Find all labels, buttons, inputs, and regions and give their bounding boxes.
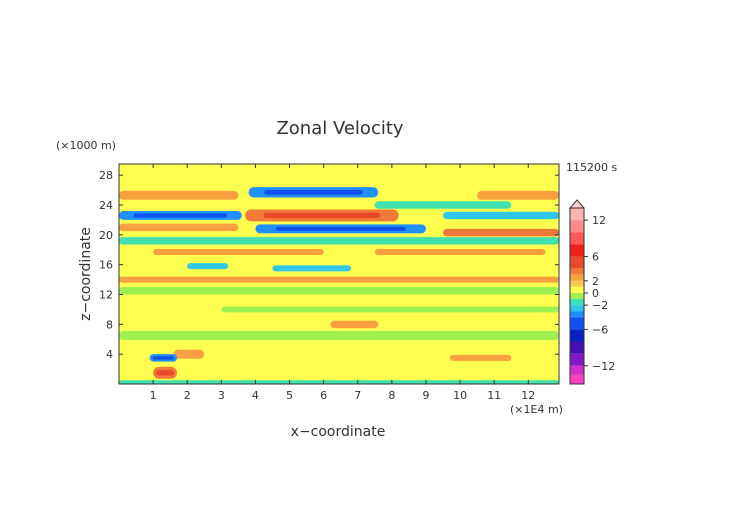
x-tick-label: 4: [252, 389, 259, 402]
velocity-band-core: [263, 212, 381, 219]
velocity-band: [477, 190, 559, 200]
x-tick-label: 2: [184, 389, 191, 402]
velocity-band: [374, 249, 546, 255]
y-tick-label: 8: [106, 318, 113, 331]
velocity-band: [119, 287, 559, 295]
colorbar-segment: [570, 280, 584, 287]
colorbar-segment: [570, 232, 584, 245]
x-tick-label: 12: [521, 389, 535, 402]
x-tick-label: 10: [453, 389, 467, 402]
x-tick-label: 9: [422, 389, 429, 402]
velocity-band: [119, 190, 239, 200]
time-label: 115200 s: [566, 161, 617, 174]
y-tick-label: 12: [99, 289, 113, 302]
x-axis-label: x−coordinate: [291, 424, 386, 440]
colorbar-segment: [570, 305, 584, 312]
colorbar-segment: [570, 374, 584, 384]
y-unit-label: (×1000 m): [56, 139, 116, 152]
velocity-band: [119, 276, 559, 283]
colorbar-tick-label: 6: [592, 251, 599, 264]
y-tick-label: 4: [106, 348, 113, 361]
colorbar-segment: [570, 286, 584, 293]
velocity-band-core: [264, 189, 363, 195]
colorbar-segment: [570, 292, 584, 300]
velocity-band-core: [275, 226, 406, 231]
velocity-band: [449, 354, 512, 361]
velocity-band: [443, 228, 559, 237]
y-tick-label: 20: [99, 229, 113, 242]
plot-frame: [118, 163, 560, 385]
velocity-band-core: [133, 213, 228, 218]
colorbar: 12 6 20−2 −6 −12: [568, 199, 615, 385]
colorbar-segment: [570, 299, 584, 306]
y-tick-label: 24: [99, 199, 113, 212]
colorbar-tick-label: 0: [592, 287, 599, 300]
colorbar-segment: [570, 208, 584, 221]
colorbar-tick-label: 12: [592, 214, 606, 227]
x-tick-label: 11: [487, 389, 501, 402]
colorbar-segment: [570, 311, 584, 318]
x-tick-label: 8: [388, 389, 395, 402]
velocity-band: [272, 265, 351, 272]
velocity-band: [221, 306, 559, 313]
colorbar-segment: [570, 365, 584, 375]
y-axis-label: z−coordinate: [78, 227, 94, 321]
velocity-band-core: [155, 370, 175, 376]
velocity-band-core: [152, 356, 174, 360]
y-tick-label: 16: [99, 259, 113, 272]
colorbar-segment: [570, 244, 584, 257]
colorbar-segment: [570, 256, 584, 269]
colorbar-tick-label: −12: [592, 360, 615, 373]
x-tick-label: 1: [150, 389, 157, 402]
velocity-band: [119, 172, 559, 185]
velocity-band: [119, 237, 559, 245]
colorbar-segment: [570, 220, 584, 233]
colorbar-overflow-arrow: [568, 199, 586, 209]
colorbar-tick-label: −6: [592, 323, 608, 336]
x-tick-label: 3: [218, 389, 225, 402]
velocity-band: [330, 320, 379, 329]
velocity-band: [443, 211, 559, 220]
x-tick-label: 7: [354, 389, 361, 402]
velocity-band: [153, 249, 324, 255]
colorbar-segment: [570, 274, 584, 281]
colorbar-segment: [570, 317, 584, 330]
colorbar-segment: [570, 268, 584, 275]
velocity-band: [119, 223, 239, 232]
field-background: [119, 164, 559, 384]
x-tick-label: 6: [320, 389, 327, 402]
x-unit-label: (×1E4 m): [510, 403, 563, 416]
colorbar-tick-label: −2: [592, 299, 608, 312]
x-tick-label: 5: [286, 389, 293, 402]
velocity-band: [374, 201, 512, 209]
colorbar-segment: [570, 341, 584, 354]
chart-title: Zonal Velocity: [276, 118, 403, 139]
colorbar-tick-label: 2: [592, 275, 599, 288]
heatmap-field: [119, 164, 559, 384]
y-tick-label: 28: [99, 169, 113, 182]
colorbar-segment: [570, 329, 584, 342]
velocity-band: [187, 263, 229, 270]
velocity-band: [173, 349, 205, 359]
velocity-band: [119, 380, 559, 384]
colorbar-segment: [570, 353, 584, 366]
velocity-band: [119, 331, 559, 340]
